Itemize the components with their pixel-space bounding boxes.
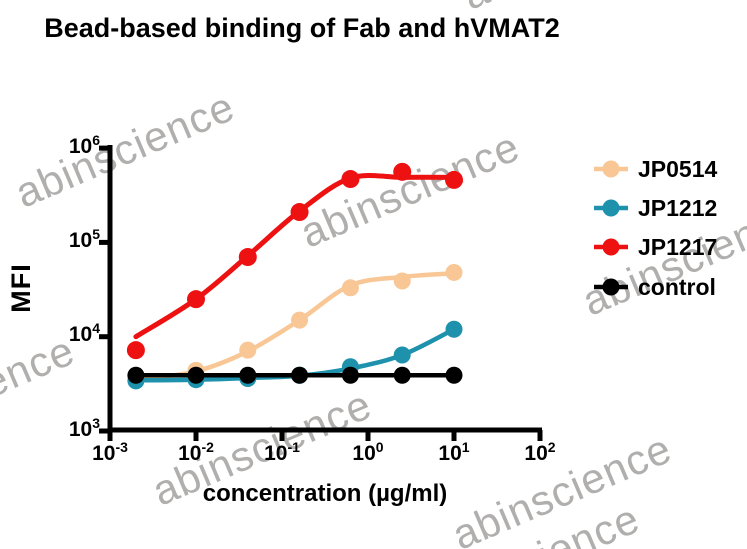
y-tick-label: 103 [68, 415, 100, 441]
data-point-control [393, 366, 411, 384]
data-point-JP0514 [445, 263, 463, 281]
legend-line-dot-icon [594, 199, 628, 217]
x-tick-label: 100 [352, 439, 384, 465]
legend-label: JP1217 [638, 233, 718, 260]
data-point-control [127, 366, 145, 384]
data-point-JP1217 [341, 170, 360, 189]
y-tick-label: 104 [68, 320, 100, 346]
page-title: Bead-based binding of Fab and hVMAT2 [44, 13, 560, 43]
series-curve-JP1217 [133, 172, 457, 340]
data-point-JP1217 [126, 341, 145, 360]
x-tick-label: 10-2 [178, 439, 214, 465]
legend-label: control [638, 273, 716, 300]
x-axis-title: concentration (µg/ml) [202, 480, 448, 507]
y-tick-label: 105 [68, 226, 100, 252]
data-point-JP1217 [445, 170, 463, 189]
y-axis-title: MFI [6, 263, 36, 313]
legend-line-dot-icon [594, 238, 628, 256]
legend-item-jp0514: JP0514 [592, 152, 717, 186]
data-point-JP1217 [238, 248, 257, 267]
data-point-JP1217 [393, 162, 412, 181]
data-point-JP0514 [341, 279, 359, 297]
data-point-control [291, 366, 309, 384]
legend: JP0514 JP1212 JP1217 control [592, 152, 717, 309]
data-point-control [239, 366, 257, 384]
x-tick-label: 10-1 [264, 439, 300, 465]
data-point-JP0514 [393, 272, 411, 290]
legend-item-jp1217: JP1217 [592, 230, 717, 264]
legend-label: JP1212 [638, 194, 718, 221]
data-point-JP1212 [393, 346, 411, 364]
data-point-control [187, 366, 205, 384]
data-point-JP0514 [291, 311, 309, 329]
x-tick-label: 102 [524, 439, 556, 465]
y-tick-label: 106 [68, 132, 100, 158]
x-tick-label: 101 [438, 439, 470, 465]
legend-item-control: control [592, 270, 717, 304]
legend-line-dot-icon [594, 160, 628, 178]
x-tick-label: 10-3 [92, 439, 128, 465]
data-point-JP1217 [187, 290, 205, 309]
legend-line-dot-icon [594, 278, 628, 296]
data-point-JP0514 [239, 341, 257, 359]
data-point-JP1212 [445, 320, 463, 338]
legend-label: JP0514 [638, 155, 718, 182]
data-point-control [341, 366, 359, 384]
data-point-JP1217 [290, 203, 309, 222]
data-point-control [445, 366, 463, 384]
legend-item-jp1212: JP1212 [592, 191, 717, 225]
